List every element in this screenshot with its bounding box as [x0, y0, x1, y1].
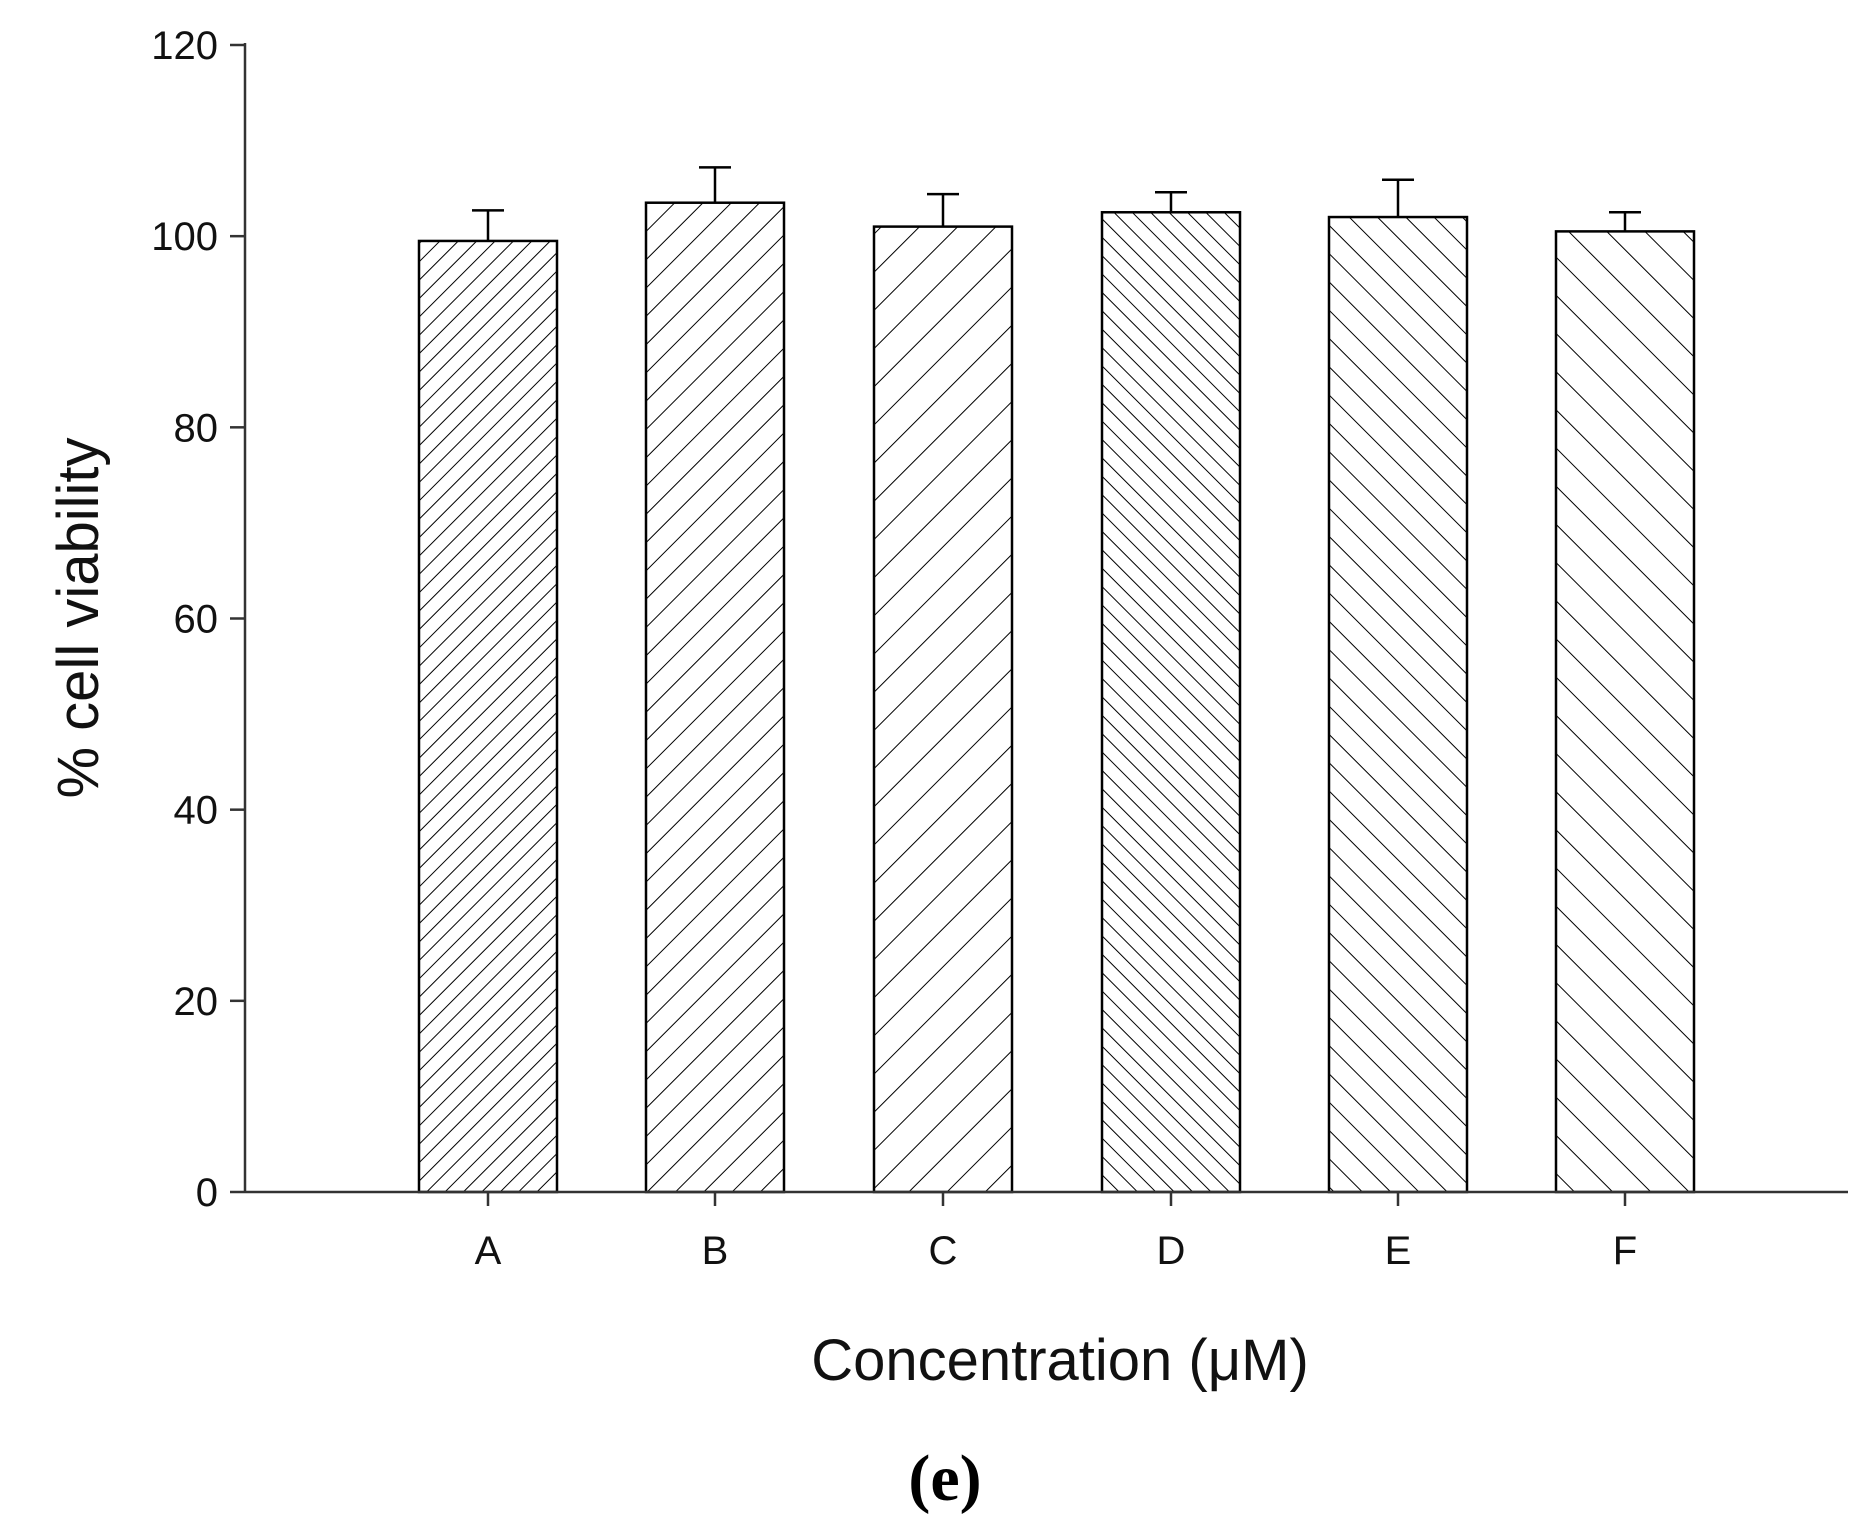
bar-C	[872, 225, 1014, 1194]
y-tick-label: 80	[174, 406, 219, 450]
x-axis-title: Concentration (μM)	[811, 1328, 1309, 1393]
bars-layer	[417, 201, 1696, 1194]
error-bar-E	[1382, 178, 1414, 218]
error-bar-A	[472, 209, 504, 241]
y-tick-label: 40	[174, 789, 219, 833]
x-tick-label: A	[475, 1229, 502, 1273]
x-tick-label: E	[1385, 1229, 1412, 1273]
error-bar-B	[699, 166, 731, 203]
error-bars-layer	[472, 166, 1641, 241]
bar-F	[1554, 230, 1696, 1194]
panel-label: (e)	[908, 1442, 981, 1515]
y-tick-label: 100	[151, 215, 218, 259]
y-tick-label: 20	[174, 980, 219, 1024]
y-tick-label: 60	[174, 598, 219, 642]
bar-A	[417, 239, 559, 1194]
axes-layer	[230, 43, 1848, 1206]
error-bar-F	[1609, 211, 1641, 232]
error-bar-D	[1155, 190, 1187, 213]
y-tick-label: 0	[196, 1171, 218, 1215]
error-bar-C	[927, 192, 959, 227]
x-tick-label: F	[1613, 1229, 1637, 1273]
bar-E	[1327, 215, 1469, 1194]
y-axis-title: % cell viability	[46, 438, 111, 799]
labels-layer: 0 20 40 60 80 100 120 A B C D E F	[151, 24, 1637, 1273]
x-tick-label: B	[702, 1229, 729, 1273]
bar-D	[1100, 211, 1242, 1194]
x-tick-label: D	[1157, 1229, 1186, 1273]
x-tick-label: C	[929, 1229, 958, 1273]
bar-B	[644, 201, 786, 1194]
y-tick-label: 120	[151, 24, 218, 68]
